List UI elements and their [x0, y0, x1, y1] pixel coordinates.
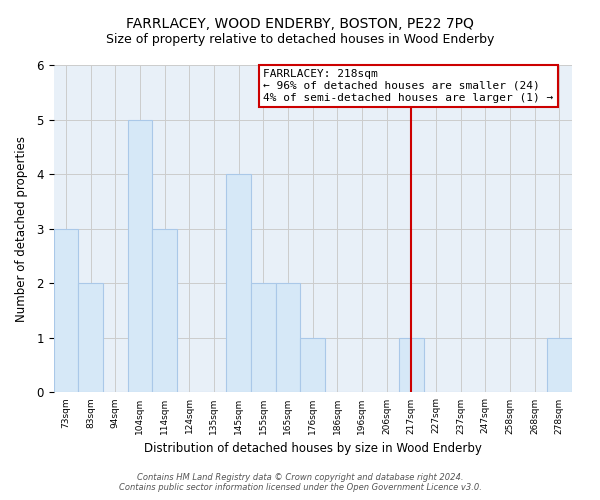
- Bar: [53, 228, 78, 392]
- Bar: [152, 228, 177, 392]
- Bar: [128, 120, 152, 392]
- Text: FARRLACEY, WOOD ENDERBY, BOSTON, PE22 7PQ: FARRLACEY, WOOD ENDERBY, BOSTON, PE22 7P…: [126, 18, 474, 32]
- Bar: [275, 284, 300, 393]
- Bar: [226, 174, 251, 392]
- Bar: [300, 338, 325, 392]
- Bar: [547, 338, 572, 392]
- Bar: [78, 284, 103, 393]
- Bar: [251, 284, 275, 393]
- Text: FARRLACEY: 218sqm
← 96% of detached houses are smaller (24)
4% of semi-detached : FARRLACEY: 218sqm ← 96% of detached hous…: [263, 70, 553, 102]
- Text: Contains HM Land Registry data © Crown copyright and database right 2024.
Contai: Contains HM Land Registry data © Crown c…: [119, 473, 481, 492]
- Text: Size of property relative to detached houses in Wood Enderby: Size of property relative to detached ho…: [106, 32, 494, 46]
- Bar: [399, 338, 424, 392]
- X-axis label: Distribution of detached houses by size in Wood Enderby: Distribution of detached houses by size …: [143, 442, 481, 455]
- Y-axis label: Number of detached properties: Number of detached properties: [15, 136, 28, 322]
